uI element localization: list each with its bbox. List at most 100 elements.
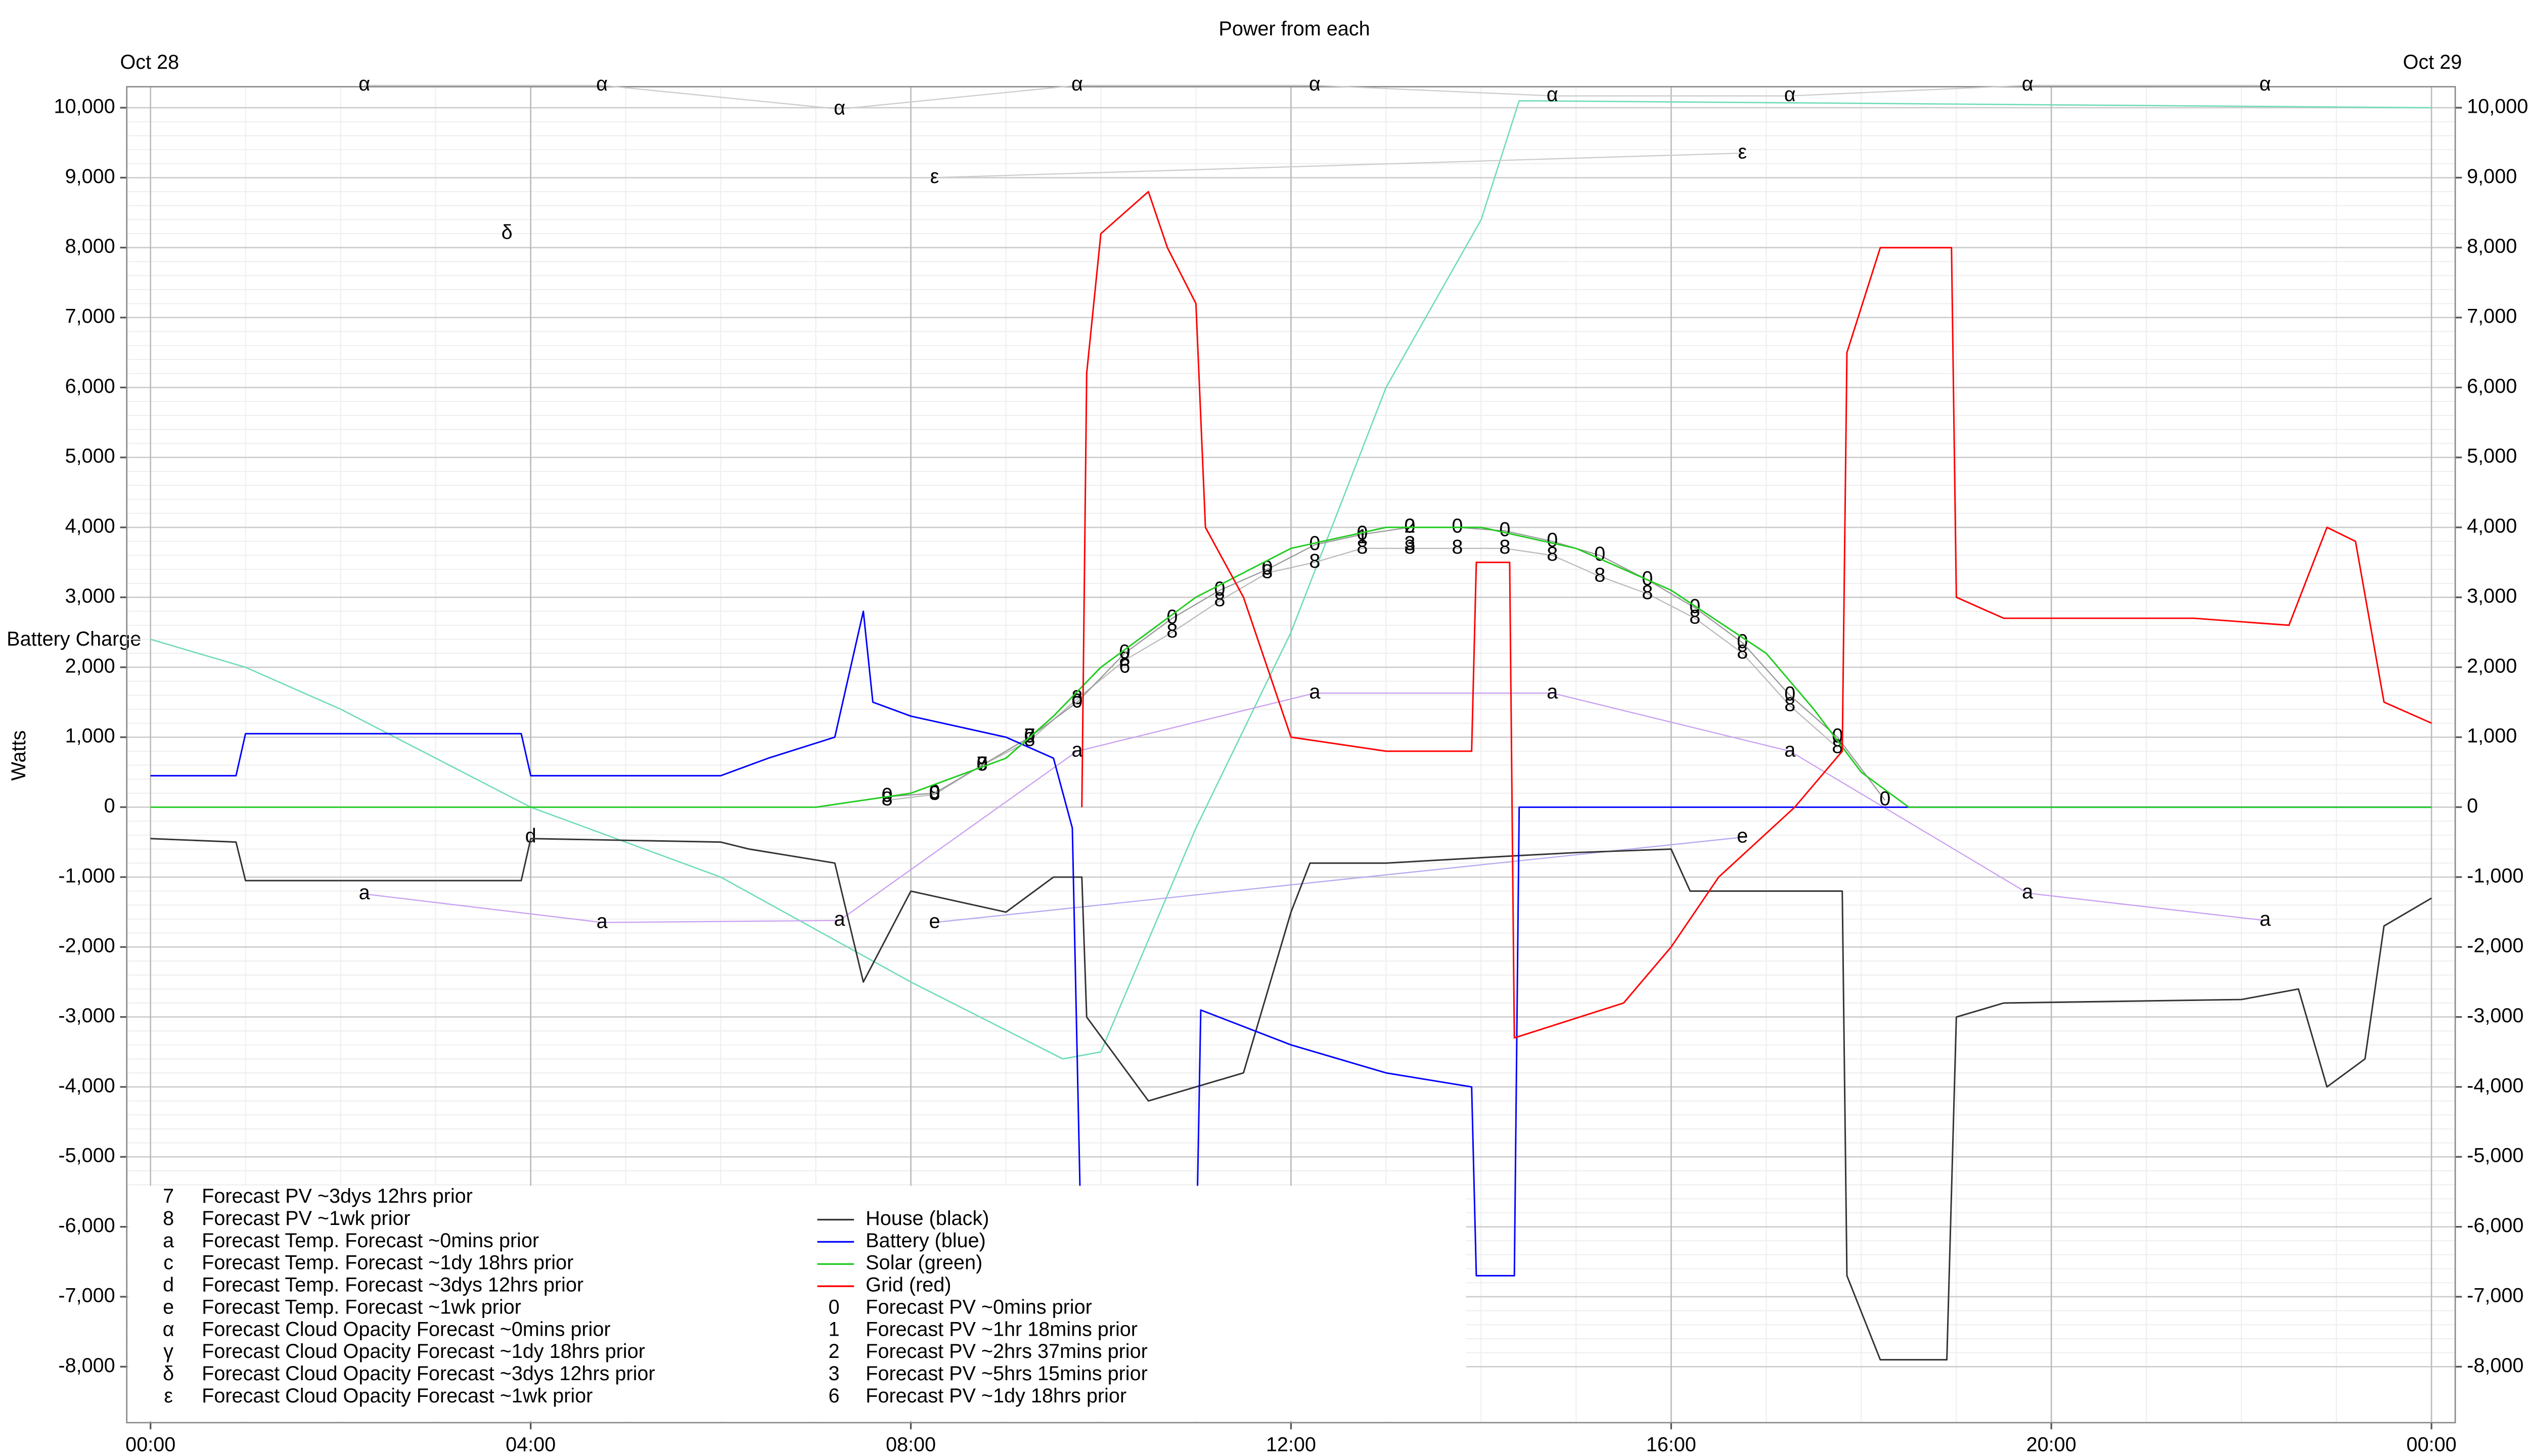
- forecast-line: [364, 84, 2265, 110]
- forecast-marker: 8: [1452, 536, 1463, 558]
- y-tick-label: 6,000: [65, 375, 115, 397]
- forecast-marker: α: [1309, 73, 1321, 95]
- y-tick-label: 4,000: [65, 515, 115, 537]
- forecast-marker: 8: [1309, 550, 1320, 572]
- forecast-marker: 8: [1594, 564, 1605, 586]
- forecast-marker: 0: [1832, 725, 1843, 747]
- legend-label: Forecast PV ~0mins prior: [866, 1296, 1092, 1318]
- legend-label: House (black): [866, 1207, 989, 1230]
- y-tick-label-right: 8,000: [2467, 235, 2517, 257]
- y-tick-label: 7,000: [65, 305, 115, 328]
- y-tick-label: -2,000: [58, 935, 115, 957]
- legend-symbol: 1: [828, 1318, 839, 1340]
- y-tick-label: 9,000: [65, 165, 115, 188]
- y-tick-label: 0: [104, 795, 115, 817]
- forecast-marker: 8: [1261, 561, 1273, 583]
- forecast-marker: 0: [882, 784, 893, 806]
- forecast-marker: 0: [1166, 606, 1178, 628]
- forecast-marker: 0: [1547, 529, 1558, 551]
- forecast-marker: 0: [1784, 683, 1795, 705]
- forecast-marker: 0: [1214, 578, 1225, 600]
- y-tick-label: 3,000: [65, 585, 115, 607]
- y-tick-label: -3,000: [58, 1005, 115, 1027]
- y-tick-label-right: 4,000: [2467, 515, 2517, 537]
- forecast-marker: α: [596, 73, 608, 95]
- y-tick-label-right: 10,000: [2467, 96, 2528, 118]
- forecast-marker: 8: [882, 788, 893, 810]
- forecast-marker: 8: [1642, 581, 1653, 604]
- plot-frame: [126, 86, 2456, 1424]
- y-tick-label: -6,000: [58, 1214, 115, 1237]
- y-tick-label-right: 3,000: [2467, 585, 2517, 607]
- forecast-marker: 7: [976, 753, 987, 775]
- forecast-marker: 8: [1499, 536, 1510, 558]
- forecast-marker: α: [1784, 83, 1796, 106]
- series-line: [1081, 191, 2432, 1039]
- series-line: [150, 526, 2432, 808]
- legend-label: Forecast PV ~1wk prior: [202, 1207, 410, 1230]
- legend-box: [128, 1186, 1466, 1421]
- y-tick-label: -8,000: [58, 1354, 115, 1377]
- forecast-marker: δ: [502, 221, 513, 244]
- y-tick-label: -1,000: [58, 864, 115, 887]
- forecast-marker: 6: [1119, 655, 1130, 677]
- forecast-marker: 8: [1784, 693, 1795, 715]
- forecast-marker: 8: [1166, 620, 1178, 642]
- forecast-marker: 0: [1071, 690, 1082, 712]
- forecast-marker: 8: [976, 753, 987, 775]
- forecast-marker: 0: [976, 753, 987, 775]
- forecast-marker: α: [1547, 83, 1558, 106]
- forecast-marker: 0: [1404, 515, 1415, 537]
- forecast-marker: 8: [1689, 606, 1700, 628]
- y-tick-label: -7,000: [58, 1284, 115, 1306]
- forecast-marker: a: [1309, 680, 1321, 703]
- forecast-marker: α: [834, 97, 845, 119]
- forecast-marker: a: [1071, 739, 1083, 761]
- x-tick-label: 12:00: [1266, 1434, 1316, 1456]
- y-tick-label-right: 1,000: [2467, 725, 2517, 747]
- forecast-marker: 0: [1642, 567, 1653, 589]
- forecast-marker: 0: [1024, 725, 1035, 747]
- legend-label: Forecast PV ~2hrs 37mins prior: [866, 1340, 1148, 1362]
- date-left: Oct 28: [120, 51, 179, 73]
- y-tick-label-right: 0: [2467, 795, 2478, 817]
- y-tick-label-right: 6,000: [2467, 375, 2517, 397]
- legend-label: Forecast Cloud Opacity Forecast ~3dys 12…: [202, 1362, 655, 1385]
- x-tick-label: 16:00: [1646, 1434, 1696, 1456]
- y-tick-label-right: -8,000: [2467, 1354, 2523, 1377]
- forecast-marker: 8: [1547, 543, 1558, 565]
- legend-symbol: c: [163, 1252, 173, 1274]
- forecast-marker: a: [359, 882, 371, 904]
- forecast-marker: 0: [1737, 630, 1748, 653]
- y-tick-label-right: 5,000: [2467, 445, 2517, 467]
- forecast-marker: ε: [1738, 141, 1747, 163]
- legend: 7 Forecast PV ~3dys 12hrs prior 8 Forecast …: [128, 1185, 1466, 1421]
- forecast-marker: α: [358, 73, 370, 95]
- forecast-marker: a: [597, 910, 608, 932]
- legend-label: Forecast Cloud Opacity Forecast ~1dy 18h…: [202, 1340, 645, 1362]
- y-tick-label: 2,000: [65, 655, 115, 677]
- y-tick-label: 5,000: [65, 445, 115, 467]
- forecast-line: [887, 526, 1886, 801]
- forecast-marker: 3: [1404, 532, 1415, 555]
- legend-label: Forecast Cloud Opacity Forecast ~0mins p…: [202, 1318, 610, 1340]
- y-tick-label-right: -4,000: [2467, 1074, 2523, 1097]
- legend-label: Forecast PV ~5hrs 15mins prior: [866, 1362, 1148, 1385]
- legend-symbol: ε: [164, 1385, 173, 1407]
- forecast-marker: α: [2022, 73, 2034, 95]
- x-tick-label: 00:00: [2407, 1434, 2457, 1456]
- y-axis-label: Watts: [8, 731, 30, 781]
- forecast-marker: ε: [930, 165, 939, 188]
- forecast-marker: α: [1071, 73, 1083, 95]
- battery-charge-line: [150, 100, 2432, 1060]
- forecast-marker: a: [2022, 881, 2034, 903]
- forecast-marker: 0: [1879, 788, 1890, 810]
- forecast-line: [934, 152, 1743, 178]
- y-tick-label-right: -6,000: [2467, 1214, 2523, 1237]
- legend-symbol: γ: [163, 1340, 173, 1362]
- forecast-marker: 1: [1357, 525, 1368, 548]
- legend-symbol: δ: [163, 1362, 174, 1385]
- legend-label: Forecast PV ~1hr 18mins prior: [866, 1318, 1138, 1340]
- legend-label: Forecast PV ~3dys 12hrs prior: [202, 1185, 473, 1207]
